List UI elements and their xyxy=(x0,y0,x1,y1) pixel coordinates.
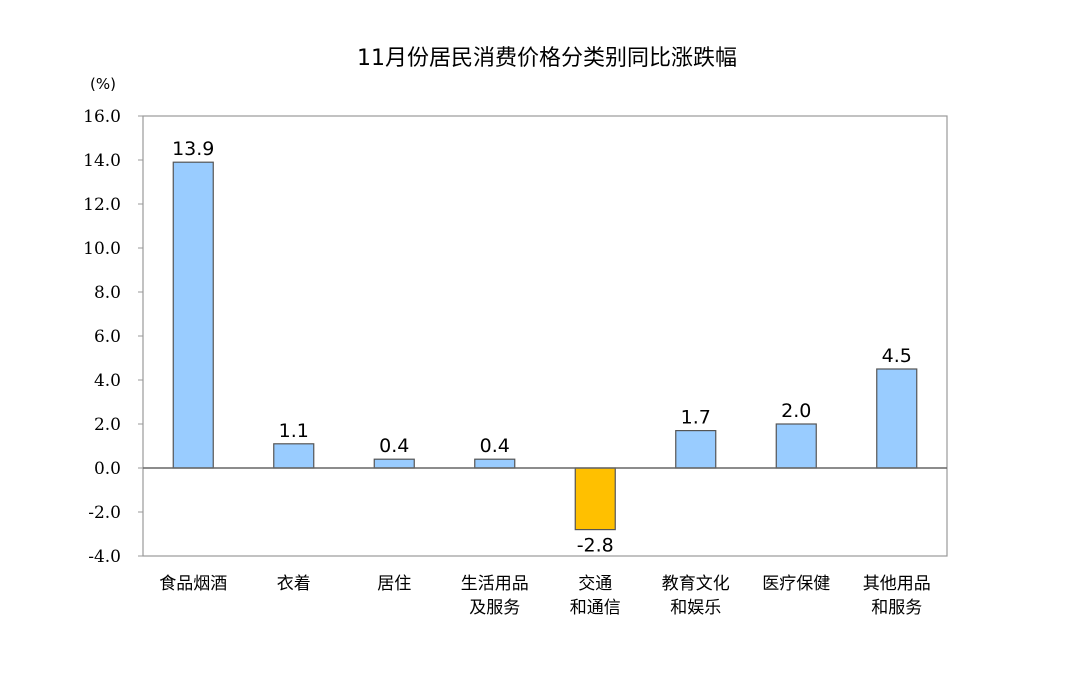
bar xyxy=(273,443,315,469)
data-label: 0.4 xyxy=(379,435,409,457)
y-tick-label: -4.0 xyxy=(88,547,121,567)
category-label: 衣着 xyxy=(277,574,311,594)
y-tick-label: 4.0 xyxy=(94,371,121,391)
y-axis-ticks: 16.0 14.0 12.0 10.0 8.0 6.0 4.0 2.0 0.0 -2.0 -4.0 xyxy=(83,107,143,567)
y-tick-label: 10.0 xyxy=(83,239,121,259)
category-label: 医疗保健 xyxy=(762,574,830,594)
chart-title: 11月份居民消费价格分类别同比涨跌幅 xyxy=(357,46,737,71)
y-axis-unit-label: (%) xyxy=(90,75,116,93)
plot-area xyxy=(142,115,948,557)
data-label: 2.0 xyxy=(781,400,811,422)
category-label: 教育文化和娱乐 xyxy=(662,574,730,618)
y-tick-label: 8.0 xyxy=(94,283,121,303)
y-tick-label: 14.0 xyxy=(83,151,121,171)
data-label: 1.7 xyxy=(681,407,711,429)
y-tick-label: 16.0 xyxy=(83,107,121,127)
bar xyxy=(775,423,817,469)
data-label: 13.9 xyxy=(172,138,214,160)
bar xyxy=(373,458,415,469)
category-label: 居住 xyxy=(377,574,411,594)
data-label: 1.1 xyxy=(279,420,309,442)
data-label: -2.8 xyxy=(577,535,614,557)
bar xyxy=(675,430,717,469)
category-label: 生活用品及服务 xyxy=(461,574,529,618)
data-labels: 13.9 1.1 0.4 0.4 -2.8 1.7 2.0 4.5 xyxy=(172,138,912,556)
data-label: 4.5 xyxy=(882,345,912,367)
y-tick-label: 0.0 xyxy=(94,459,121,479)
bar xyxy=(172,161,214,469)
bar xyxy=(876,368,918,469)
bars xyxy=(172,161,918,531)
bar xyxy=(574,467,616,531)
category-label: 其他用品和服务 xyxy=(863,574,931,618)
category-label: 交通和通信 xyxy=(570,574,621,618)
y-tick-label: 12.0 xyxy=(83,195,121,215)
bar xyxy=(474,458,516,469)
y-tick-label: 2.0 xyxy=(94,415,121,435)
data-label: 0.4 xyxy=(480,435,510,457)
category-label: 食品烟酒 xyxy=(159,574,227,594)
y-tick-label: 6.0 xyxy=(94,327,121,347)
y-tick-label: -2.0 xyxy=(88,503,121,523)
